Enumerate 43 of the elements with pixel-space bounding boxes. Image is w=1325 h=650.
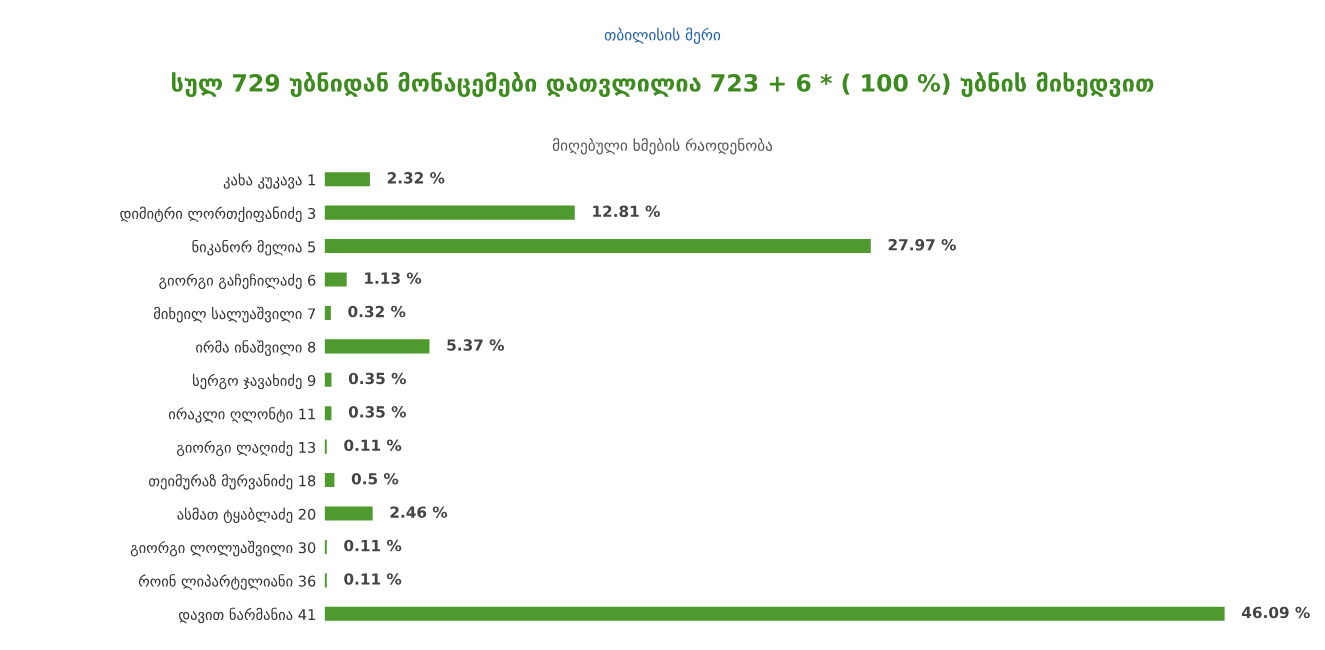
y-tick-label: ნიკანორ მელია 5 xyxy=(192,239,316,256)
bar xyxy=(324,239,871,254)
y-tick-label: გიორგი ლაღიძე 13 xyxy=(177,440,316,457)
data-label: 0.5 % xyxy=(351,472,399,485)
y-tick-label: დიმიტრი ლორთქიფანიძე 3 xyxy=(120,206,316,223)
bar xyxy=(324,172,370,187)
data-label: 0.11 % xyxy=(344,573,402,585)
data-label: 0.32 % xyxy=(348,305,406,318)
bar xyxy=(324,473,335,488)
text: მიღებული ხმების რაოდენობა xyxy=(552,138,773,155)
y-tick-label: თეიმურაზ მურვანიძე 18 xyxy=(149,473,316,490)
y-tick-label: გიორგი გაჩეჩილაძე 6 xyxy=(159,273,316,290)
data-label: 2.32 % xyxy=(387,172,445,184)
chart-title: თბილისის მერი xyxy=(604,27,721,44)
data-label: 0.11 % xyxy=(344,439,402,452)
bar xyxy=(324,205,575,220)
bar xyxy=(324,439,327,454)
data-label: 12.81 % xyxy=(593,205,660,218)
y-tick-label: გიორგი ლოლუაშვილი 30 xyxy=(130,540,316,557)
y-tick-label: სერგო ჯავახიძე 9 xyxy=(192,373,316,390)
y-tick-label: ირაკლი ღლონტი 11 xyxy=(168,407,315,423)
data-label: 0.35 % xyxy=(348,406,406,418)
data-label: 5.37 % xyxy=(447,339,504,351)
y-tick-label: მიხეილ სალუაშვილი 7 xyxy=(153,306,316,323)
y-tick-label: როინ ლიპარტელიანი 36 xyxy=(138,574,316,590)
bar xyxy=(324,339,430,354)
bar xyxy=(324,606,1225,621)
bar xyxy=(324,539,327,554)
y-tick-label: ასმათ ტყაბლაძე 20 xyxy=(177,507,316,524)
data-label: 2.46 % xyxy=(390,506,448,518)
bar xyxy=(324,272,347,287)
bar xyxy=(324,305,331,320)
bar xyxy=(324,506,373,521)
y-tick-label: კახა კუკავა 1 xyxy=(223,173,315,189)
chart-subtitle: სულ 729 უბნიდან მონაცემები დათვლილია 723 + 6 * ( 100 %) უბნის მიხედვით xyxy=(171,71,1154,98)
y-tick-label: ირმა ინაშვილი 8 xyxy=(196,340,316,356)
data-label: 0.11 % xyxy=(344,539,402,552)
data-label: 46.09 % xyxy=(1241,606,1310,619)
y-tick-label: დავით ნარმანია 41 xyxy=(178,607,315,624)
data-label: 0.35 % xyxy=(348,372,406,385)
data-label: 27.97 % xyxy=(888,238,956,251)
bar xyxy=(324,573,327,588)
data-label: 1.13 % xyxy=(365,272,422,284)
